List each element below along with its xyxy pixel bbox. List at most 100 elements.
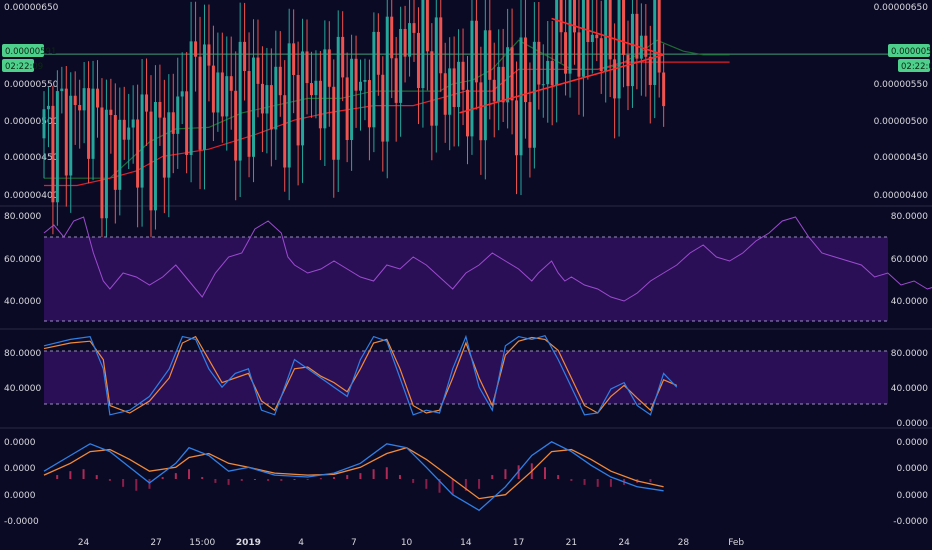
candle-body	[180, 91, 184, 97]
price-pane	[42, 0, 888, 259]
candle-body	[622, 0, 626, 55]
x-tick-label: 28	[678, 538, 690, 548]
stoch-pane	[43, 334, 678, 416]
candle-body	[412, 23, 416, 33]
candle-body	[421, 0, 425, 89]
candle-body	[515, 100, 519, 156]
x-axis: 24 27 15:00 2019 4 7 10 14 17 21 24 28 Feb	[78, 538, 745, 548]
candle-body	[408, 23, 412, 57]
candle-body	[95, 88, 99, 108]
candle-body	[113, 115, 117, 190]
candle-body	[176, 96, 180, 134]
candle-body	[274, 66, 278, 130]
left-price-tag-text: 0.00000591	[5, 47, 56, 57]
x-tick-label: 14	[460, 538, 472, 548]
candle-body	[225, 76, 229, 117]
candle-body	[145, 94, 149, 112]
candle-body	[104, 109, 108, 219]
candle-body	[385, 16, 389, 142]
candle-body	[202, 44, 206, 150]
candle-body	[510, 47, 514, 101]
candle-body	[51, 105, 55, 203]
macd-left-tick-5: -0.0000	[4, 517, 39, 527]
candle-body	[483, 30, 487, 141]
macd-histogram-bar	[451, 479, 454, 495]
candle-body	[296, 74, 300, 146]
price-right-tick-4: 0.00000450	[874, 153, 929, 163]
stoch-k-line	[43, 334, 678, 416]
candle-body	[595, 34, 599, 39]
candle-body	[613, 59, 617, 99]
candle-body	[376, 31, 380, 75]
candle-body	[167, 112, 171, 178]
macd-histogram-bar	[359, 473, 362, 479]
candle-body	[599, 38, 603, 72]
candle-body	[581, 0, 585, 77]
rsi-left-axis: 80.0000 60.0000 40.0000	[4, 212, 41, 307]
candle-body	[608, 0, 612, 60]
x-tick-label: 4	[298, 538, 304, 548]
candle-body	[305, 51, 309, 84]
right-price-tag: 0.00000591 02:22:09	[888, 44, 932, 72]
candle-body	[367, 80, 371, 128]
price-right-axis: 0.00000650 0.00000550 0.00000500 0.00000…	[874, 3, 929, 201]
candle-body	[64, 88, 68, 176]
candle-body	[519, 37, 523, 156]
macd-signal-line	[43, 446, 664, 500]
stoch-right-tick-1: 40.0000	[891, 384, 928, 394]
candle-body	[341, 36, 345, 78]
macd-pane	[43, 441, 664, 512]
candle-body	[630, 13, 634, 87]
candle-body	[586, 0, 590, 43]
candle-body	[78, 105, 82, 111]
macd-histogram-bar	[69, 471, 72, 479]
candle-body	[523, 37, 527, 103]
candle-body	[318, 80, 322, 129]
macd-histogram-bar	[161, 477, 164, 479]
x-tick-label: 27	[150, 538, 161, 548]
macd-right-tick-1: 0.0000	[897, 438, 929, 448]
candle-body	[470, 20, 474, 137]
price-right-tick-5: 0.00000400	[874, 191, 929, 201]
macd-histogram-bar	[306, 479, 309, 480]
candle-body	[278, 66, 282, 96]
candle-body	[443, 73, 447, 115]
macd-histogram-bar	[135, 479, 138, 491]
candle-body	[416, 32, 420, 89]
stoch-left-axis: 80.0000 40.0000	[4, 349, 41, 394]
macd-histogram-bar	[174, 473, 177, 479]
macd-histogram-bar	[504, 469, 507, 479]
macd-left-tick-2: 0.0000	[4, 491, 36, 501]
candle-body	[363, 80, 367, 82]
candle-body	[501, 66, 505, 103]
candle-body	[617, 0, 621, 99]
macd-histogram-bar	[148, 479, 151, 489]
x-tick-label: 10	[401, 538, 413, 548]
macd-left-axis: 0.0000 0.0000 0.0000 -0.0000	[4, 438, 39, 527]
candle-body	[559, 0, 563, 33]
candle-body	[350, 58, 354, 141]
candle-body	[336, 36, 340, 160]
candle-body	[572, 0, 576, 33]
candle-body	[555, 0, 559, 86]
macd-histogram-bar	[82, 469, 85, 479]
candle-body	[354, 58, 358, 91]
candle-body	[381, 74, 385, 142]
x-tick-label: 17	[513, 538, 524, 548]
macd-histogram-bar	[649, 479, 652, 483]
macd-histogram-bar	[425, 479, 428, 489]
rsi-right-axis: 80.0000 60.0000 40.0000	[891, 212, 928, 307]
candle-body	[301, 51, 305, 146]
candle-body	[461, 61, 465, 90]
rsi-band-fill	[44, 237, 888, 321]
candle-body	[488, 30, 492, 80]
candle-body	[635, 13, 639, 59]
candle-body	[256, 57, 260, 84]
candle-body	[283, 95, 287, 168]
candle-body	[332, 86, 336, 160]
candle-body	[359, 81, 363, 91]
macd-right-tick-3: 0.0000	[897, 491, 929, 501]
candle-body	[457, 61, 461, 108]
macd-histogram-bar	[56, 475, 59, 479]
